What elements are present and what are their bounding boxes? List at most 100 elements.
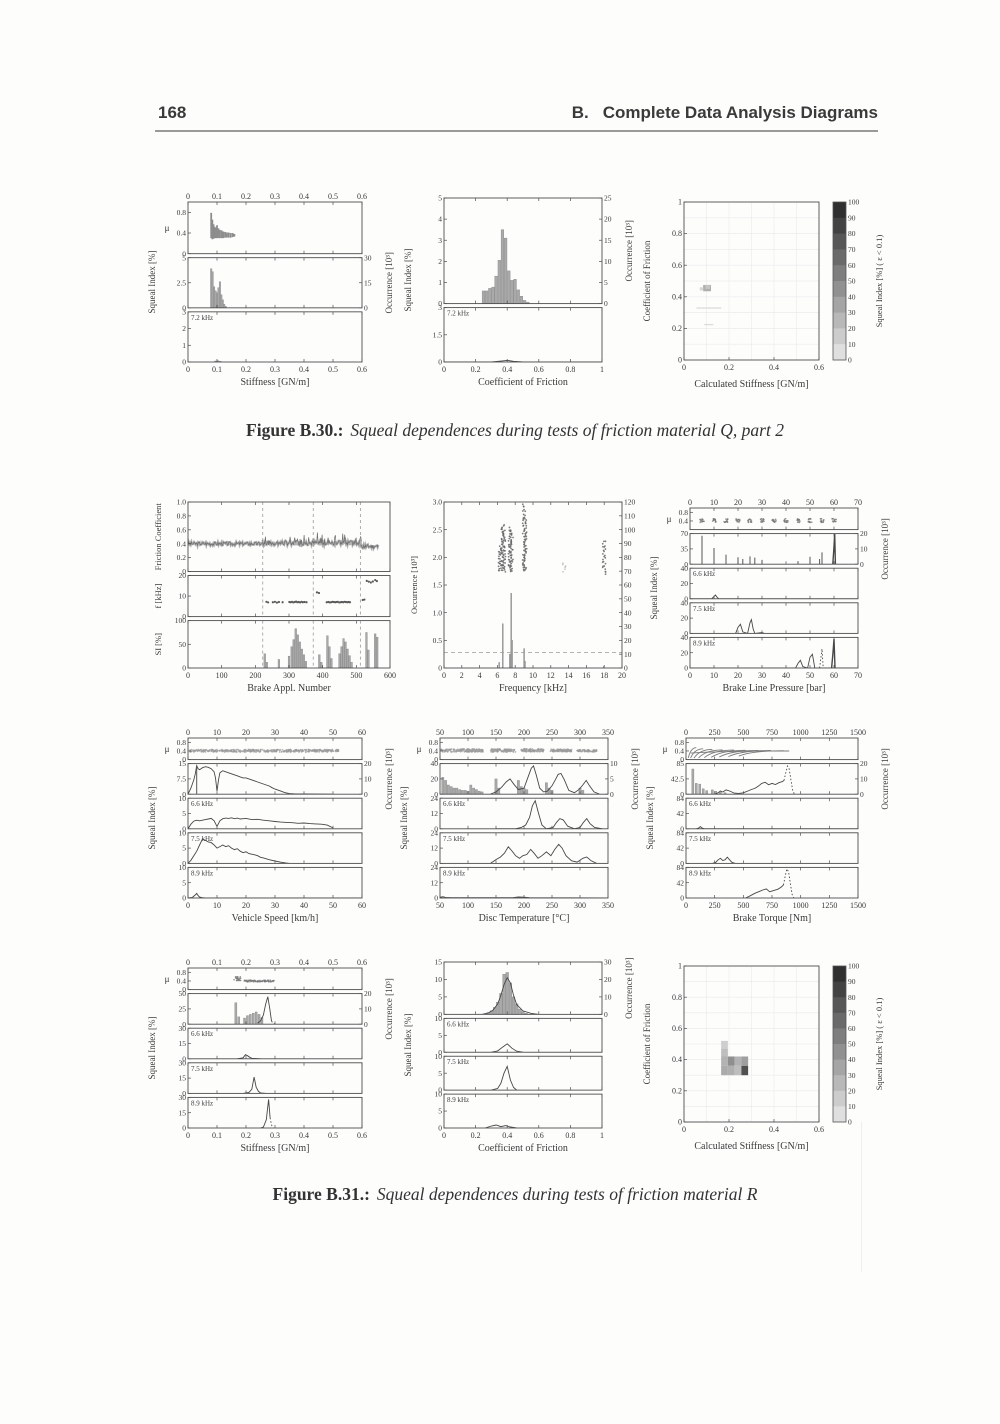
svg-text:0: 0	[434, 894, 438, 903]
svg-text:100: 100	[848, 962, 860, 971]
svg-text:Squeal Index [%] ( ε < 0.1): Squeal Index [%] ( ε < 0.1)	[874, 998, 884, 1091]
svg-text:Disc Temperature [°C]: Disc Temperature [°C]	[479, 913, 570, 924]
figure-b31-brake-application-panels: 0 0.2 0.4 0.6 0.8 1.0 Friction Coefficient 0 10 2…	[146, 496, 396, 694]
svg-text:1500: 1500	[850, 901, 866, 910]
svg-text:0: 0	[688, 498, 692, 507]
svg-text:Coefficient of Friction: Coefficient of Friction	[642, 1003, 652, 1084]
svg-text:3: 3	[438, 236, 442, 245]
svg-text:Occurrence [10³]: Occurrence [10³]	[880, 518, 890, 579]
svg-text:10: 10	[610, 759, 618, 768]
svg-text:Squeal Index [%]: Squeal Index [%]	[649, 557, 659, 620]
svg-text:60: 60	[830, 671, 838, 680]
svg-text:0: 0	[434, 859, 438, 868]
svg-text:0: 0	[182, 790, 186, 799]
svg-text:30: 30	[848, 1071, 856, 1080]
svg-text:0.8: 0.8	[177, 208, 187, 217]
svg-text:1500: 1500	[850, 728, 866, 737]
svg-text:10: 10	[624, 650, 632, 659]
svg-text:0.5: 0.5	[328, 958, 338, 967]
svg-text:Squeal Index [%]: Squeal Index [%]	[399, 787, 409, 850]
svg-text:0: 0	[182, 985, 186, 994]
svg-text:10: 10	[604, 257, 612, 266]
svg-text:0: 0	[680, 824, 684, 833]
svg-text:40: 40	[300, 728, 308, 737]
svg-text:20: 20	[604, 215, 612, 224]
svg-text:Occurrence [10³]: Occurrence [10³]	[624, 220, 634, 281]
svg-text:25: 25	[179, 1005, 187, 1014]
svg-text:10: 10	[213, 728, 221, 737]
figure-b31-temperature-panels: 0 0.4 0.8 μ 50 100 150 200 250 300 350 0 20 40 0 5 10 0 12…	[398, 726, 642, 924]
svg-text:70: 70	[848, 1008, 856, 1017]
svg-text:0.2: 0.2	[724, 1125, 734, 1134]
svg-text:0: 0	[684, 664, 688, 673]
svg-text:3: 3	[438, 303, 442, 312]
svg-text:15: 15	[604, 236, 612, 245]
svg-text:40: 40	[624, 608, 632, 617]
header-section-number: B.	[571, 103, 589, 122]
svg-text:500: 500	[737, 901, 749, 910]
svg-text:0.2: 0.2	[241, 365, 251, 374]
svg-text:Occurrence [10³]: Occurrence [10³]	[880, 748, 890, 809]
svg-text:80: 80	[624, 553, 632, 562]
svg-text:Vehicle Speed [km/h]: Vehicle Speed [km/h]	[232, 913, 319, 924]
svg-text:100: 100	[216, 671, 228, 680]
svg-text:42.5: 42.5	[671, 775, 684, 784]
figure-b30-caption-text: Squeal dependences during tests of frict…	[350, 420, 784, 440]
svg-text:20: 20	[624, 636, 632, 645]
figure-b30-caption-label: Figure B.30.:	[246, 420, 344, 440]
svg-text:f [kHz]: f [kHz]	[153, 584, 163, 609]
svg-text:0.1: 0.1	[212, 365, 222, 374]
svg-text:10: 10	[710, 671, 718, 680]
svg-text:Friction Coefficient: Friction Coefficient	[153, 503, 163, 571]
svg-text:750: 750	[766, 901, 778, 910]
svg-text:70: 70	[681, 529, 689, 538]
svg-text:0.2: 0.2	[672, 324, 682, 333]
svg-text:0: 0	[182, 824, 186, 833]
svg-text:0: 0	[186, 958, 190, 967]
svg-text:20: 20	[848, 324, 856, 333]
svg-text:0.6: 0.6	[177, 525, 187, 534]
svg-text:20: 20	[179, 571, 187, 580]
svg-text:300: 300	[574, 901, 586, 910]
svg-text:10: 10	[179, 592, 187, 601]
svg-text:Squeal Index [%]: Squeal Index [%]	[645, 787, 655, 850]
svg-text:0.1: 0.1	[212, 1131, 222, 1140]
svg-text:0: 0	[186, 192, 190, 201]
svg-text:10: 10	[710, 498, 718, 507]
svg-text:2.5: 2.5	[433, 525, 443, 534]
svg-text:0: 0	[604, 1010, 608, 1019]
svg-text:5: 5	[182, 844, 186, 853]
svg-text:0: 0	[434, 755, 438, 764]
svg-text:0: 0	[364, 303, 368, 312]
svg-text:0: 0	[442, 671, 446, 680]
svg-text:30: 30	[604, 958, 612, 967]
svg-text:8.9 kHz: 8.9 kHz	[693, 639, 715, 647]
svg-text:6.6 kHz: 6.6 kHz	[447, 1020, 469, 1028]
svg-text:40: 40	[681, 564, 689, 573]
svg-text:1: 1	[678, 198, 682, 207]
svg-text:0.6: 0.6	[672, 261, 682, 270]
svg-text:0.6: 0.6	[534, 1131, 544, 1140]
svg-text:8.9 kHz: 8.9 kHz	[191, 869, 213, 877]
svg-text:40: 40	[681, 598, 689, 607]
svg-text:7.5 kHz: 7.5 kHz	[443, 835, 465, 843]
svg-text:20: 20	[848, 1086, 856, 1095]
svg-text:0.4: 0.4	[672, 292, 682, 301]
svg-text:7.2 kHz: 7.2 kHz	[191, 314, 213, 322]
svg-text:16: 16	[582, 671, 590, 680]
svg-text:0: 0	[182, 303, 186, 312]
svg-text:60: 60	[848, 261, 856, 270]
svg-text:0.6: 0.6	[357, 958, 367, 967]
svg-text:0: 0	[438, 1124, 442, 1133]
svg-text:0.2: 0.2	[241, 1131, 251, 1140]
svg-text:0: 0	[182, 859, 186, 868]
figure-b30-stiffness-friction-map: 0 0.2 0.4 0.6 0 0.2 0.4 0.6 0.8 1 Calculated Stiff…	[640, 194, 886, 390]
svg-text:35: 35	[681, 545, 689, 554]
svg-text:0.2: 0.2	[724, 363, 734, 372]
figure-b31-frequency-panel: 0 0.5 1.0 1.5 2.0 2.5 3.0 0 10 20 30 40 50 60 70 80 90 10…	[402, 496, 644, 694]
svg-text:0.3: 0.3	[270, 958, 280, 967]
svg-text:0.2: 0.2	[672, 1086, 682, 1095]
svg-text:1.5: 1.5	[433, 581, 443, 590]
svg-text:30: 30	[848, 308, 856, 317]
svg-text:12: 12	[547, 671, 555, 680]
